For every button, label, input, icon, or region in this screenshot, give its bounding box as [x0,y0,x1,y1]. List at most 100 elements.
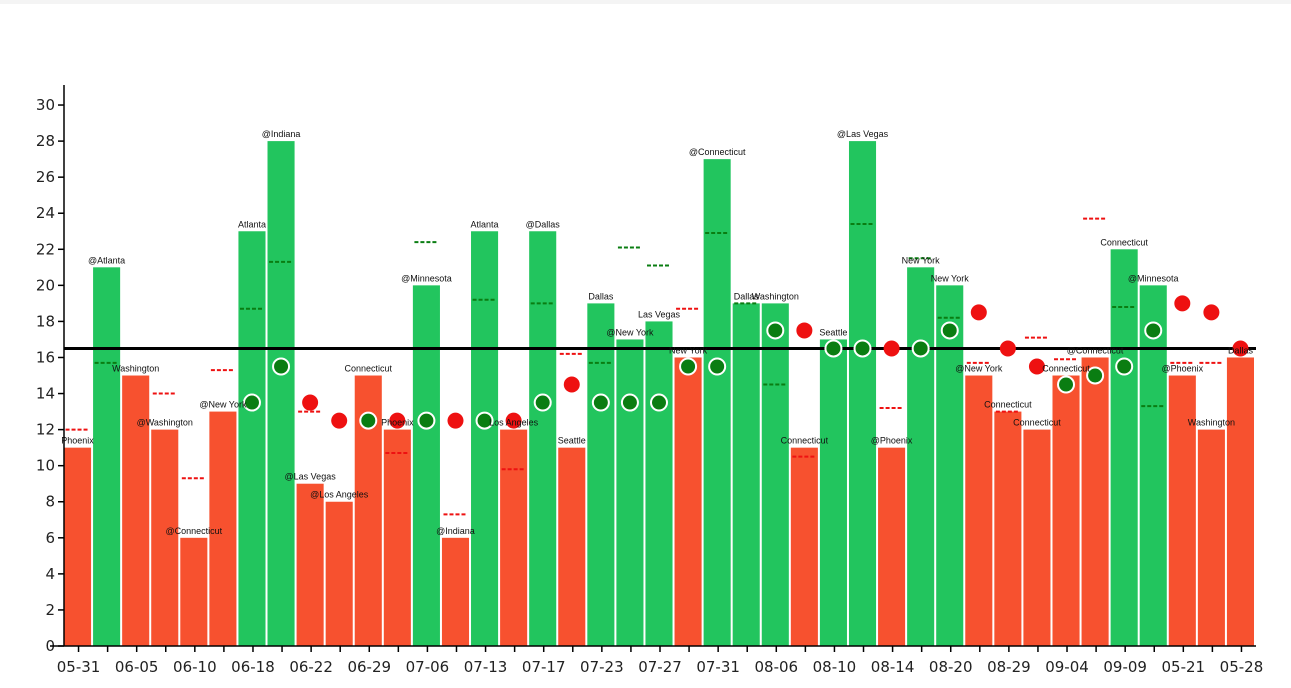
bar-label: @Connecticut [165,526,222,536]
dot-marker [1057,375,1076,394]
bar-05-21 [1168,375,1196,646]
bar-05-24 [1197,429,1225,646]
dot-marker [302,394,319,411]
dot-marker [1115,357,1134,376]
bar-06-12 [209,411,237,646]
bar-label: New York [902,255,941,265]
bar-label: Washington [112,364,159,374]
bar-label: @Minnesota [401,273,452,283]
y-tick-label: 26 [36,168,55,186]
y-tick-label: 12 [36,421,55,439]
bar-06-22 [296,483,324,646]
y-tick-label: 6 [45,529,55,547]
bar-08-14 [878,447,906,646]
x-tick-label: 05-31 [57,658,101,676]
x-tick-label: 05-28 [1220,658,1264,676]
bar-07-15 [500,429,528,646]
bar-label: @New York [606,327,654,337]
dash-markers-layer [65,217,1224,516]
dot-marker [620,393,639,412]
bar-label: Dallas [588,291,614,301]
dot-marker [796,322,813,339]
x-tick-label: 07-17 [522,658,566,676]
y-tick-label: 8 [45,493,55,511]
dot-markers-layer [242,295,1249,430]
y-tick-label: 22 [36,240,55,258]
bar-label: @Connecticut [1067,345,1124,355]
dot-marker [1144,321,1163,340]
dot-marker [650,393,668,412]
bar-label: Connecticut [345,364,393,374]
bar-label: Washington [1188,418,1235,428]
bar-09-12 [1139,285,1167,646]
dot-marker [505,412,522,429]
bar-07-29 [674,357,702,646]
y-tick-label: 28 [36,132,55,150]
bar-07-23 [587,303,615,646]
x-tick-label: 07-13 [464,658,508,676]
bar-label: Atlanta [238,219,266,229]
bar-label: New York [931,273,970,283]
bar-09-04 [1052,375,1080,646]
y-tick-label: 18 [36,312,55,330]
bar-09-09 [1110,249,1138,647]
x-tick-label: 06-18 [231,658,275,676]
bar-08-29 [994,411,1022,646]
x-tick-label: 08-06 [754,658,798,676]
bar-08-08 [790,447,818,646]
dot-marker [563,376,580,393]
bar-label: Connecticut [984,400,1032,410]
x-tick-label: 08-29 [987,658,1031,676]
x-tick-label: 06-22 [289,658,333,676]
bar-06-02 [93,267,121,646]
x-tick-label: 08-10 [813,658,857,676]
x-tick-label: 07-06 [406,658,450,676]
bar-label: @Dallas [526,219,561,229]
dot-marker [1086,366,1105,385]
dot-marker [883,340,900,357]
dot-marker [242,393,261,412]
bar-07-02 [383,429,411,646]
bar-07-31 [703,159,731,646]
bar-label: @Indiana [436,526,475,536]
x-tick-label: 07-31 [696,658,740,676]
bar-label: @New York [955,364,1003,374]
bar-07-20 [558,447,586,646]
bar-label: Seattle [558,436,586,446]
bar-label: Las Vegas [638,309,681,319]
bar-label: Connecticut [1100,237,1148,247]
bar-06-20 [267,141,295,646]
bar-label: Connecticut [1042,364,1090,374]
dot-marker [359,411,378,430]
bar-06-05 [122,375,150,646]
bar-07-09 [441,537,470,646]
bar-09-01 [1023,429,1051,646]
x-tick-label: 06-29 [347,658,391,676]
bar-07-06 [412,285,440,646]
dot-marker [331,412,348,429]
bar-label: Dallas [1228,345,1254,355]
bar-label: @Las Vegas [285,472,337,482]
y-tick-label: 24 [36,204,55,222]
bar-06-10 [180,537,208,646]
dot-marker [940,321,959,340]
dot-marker [417,411,436,430]
bar-07-17 [529,231,557,646]
bar-label: Los Angeles [489,418,539,428]
bar-label: @Los Angeles [310,490,369,500]
bar-label: @New York [199,400,247,410]
bar-label: @Phoenix [1161,364,1203,374]
x-tick-label: 07-27 [638,658,682,676]
y-tick-label: 2 [45,601,55,619]
bar-label: Connecticut [781,436,829,446]
bar-08-12 [848,141,877,646]
bar-08-10 [819,339,847,646]
bar-label: @Washington [137,418,193,428]
bar-08-06 [761,303,789,646]
bar-label: Seattle [819,327,847,337]
bar-label: @Indiana [262,129,301,139]
bar-06-25 [325,501,353,646]
dot-marker [970,304,987,321]
